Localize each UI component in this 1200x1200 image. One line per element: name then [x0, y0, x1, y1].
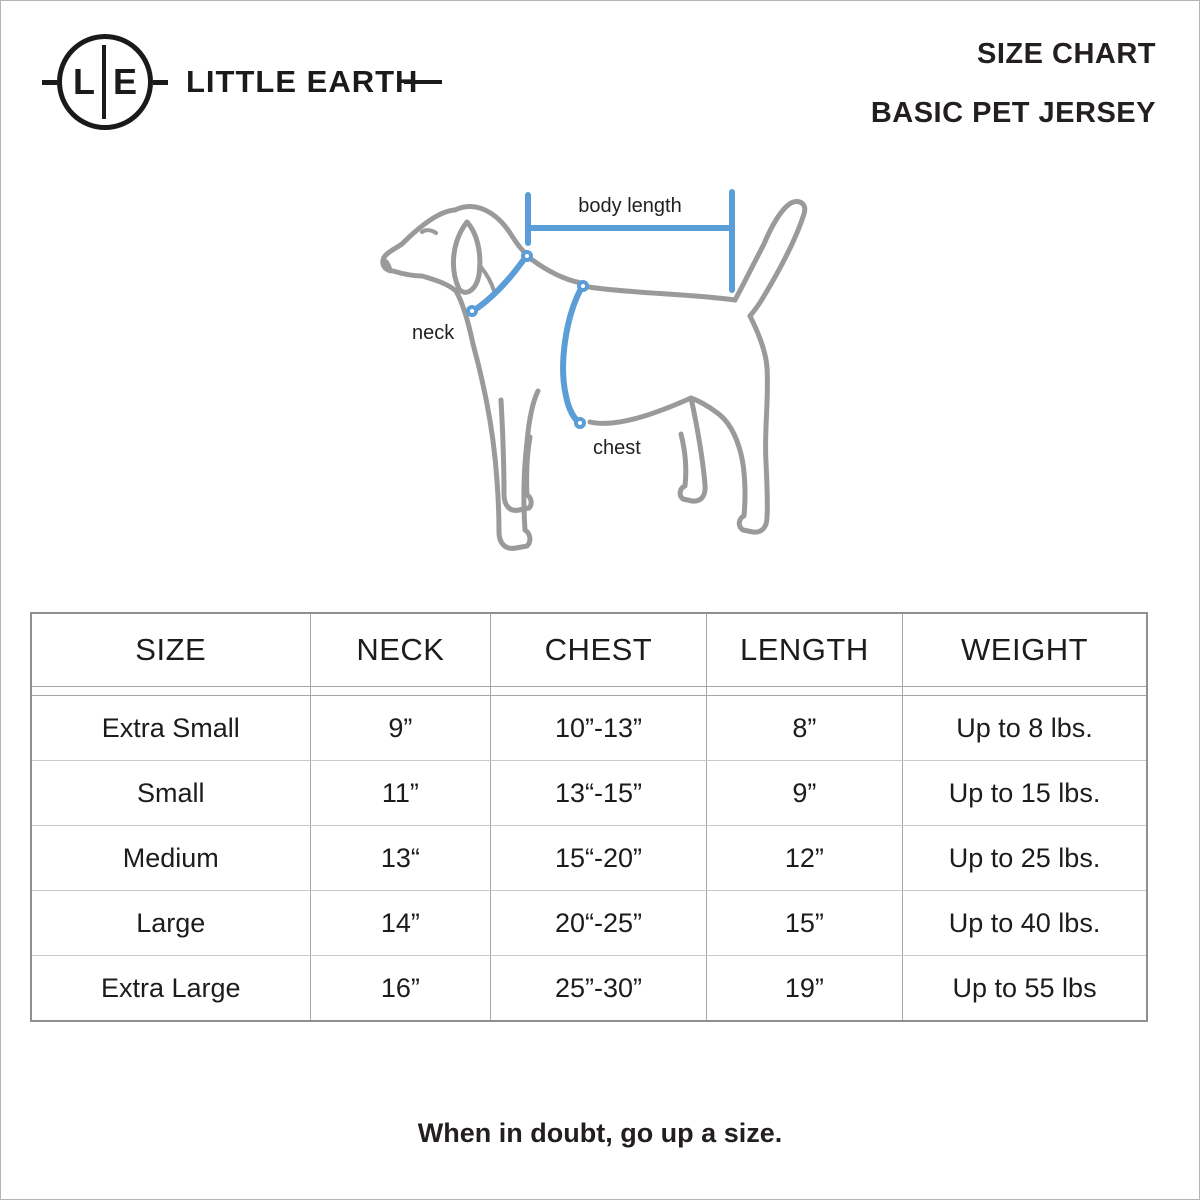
- page-title-line1: SIZE CHART: [977, 38, 1156, 70]
- chest-measure-band: [560, 282, 586, 427]
- table-row-medium: Medium 13“ 15“-20” 12” Up to 25 lbs.: [31, 825, 1147, 891]
- size-cell: Medium: [31, 825, 310, 891]
- size-cell: Extra Large: [100, 972, 241, 1003]
- dog-illustration: [380, 189, 808, 551]
- logo-left-tick: [42, 79, 57, 85]
- size-cell: Large: [31, 890, 310, 956]
- logo-right-tick: [153, 79, 168, 85]
- size-table-wrap: SIZE NECK CHEST LENGTH WEIGHT Extra Smal…: [30, 612, 1148, 1022]
- table-row-small: Small 11” 13“-15” 9” Up to 15 lbs.: [31, 760, 1147, 826]
- chest-cell: 13“-15”: [490, 760, 707, 826]
- page-title-line2: BASIC PET JERSEY: [870, 97, 1156, 129]
- length-cell: 9”: [705, 760, 903, 826]
- chest-label: chest: [593, 437, 641, 459]
- footer-note: When in doubt, go up a size.: [417, 1118, 783, 1148]
- neck-cell: 13“: [309, 825, 491, 891]
- col-header-chest: CHEST: [490, 613, 707, 687]
- table-row-large: Large 14” 20“-25” 15” Up to 40 lbs.: [31, 890, 1147, 956]
- weight-cell: Up to 55 lbs: [902, 955, 1147, 1021]
- size-table: SIZE NECK CHEST LENGTH WEIGHT Extra Smal…: [30, 612, 1148, 1022]
- logo-circle: L E: [57, 34, 153, 130]
- brand-logo: L E LITTLE EARTH: [42, 34, 443, 130]
- neck-label: neck: [412, 322, 455, 344]
- size-cell: Extra Small: [31, 695, 310, 761]
- neck-cell: 9”: [309, 695, 491, 761]
- table-header-row: SIZE NECK CHEST LENGTH WEIGHT: [31, 613, 1147, 687]
- length-cell: 12”: [705, 825, 903, 891]
- page-title: SIZE CHART BASIC PET JERSEY: [871, 38, 1156, 130]
- col-header-weight: WEIGHT: [902, 613, 1147, 687]
- length-cell: 15”: [705, 890, 903, 956]
- chest-cell: 10”-13”: [490, 695, 707, 761]
- col-header-size: SIZE: [31, 613, 310, 687]
- logo-divider-bar: [101, 45, 106, 119]
- table-row-extra-small: Extra Small 9” 10”-13” 8” Up to 8 lbs.: [31, 695, 1147, 761]
- table-row-extra-large: Extra Large 16” 25”-30” 19” Up to 55 lbs: [31, 955, 1147, 1021]
- weight-cell: Up to 40 lbs.: [902, 890, 1147, 956]
- neck-cell: 16”: [309, 955, 491, 1021]
- neck-measure-band: [470, 252, 530, 314]
- logo-monogram-l: L: [72, 61, 95, 102]
- col-header-neck: NECK: [309, 613, 491, 687]
- chest-cell: 15“-20”: [490, 825, 707, 891]
- logo-monogram-e: E: [112, 61, 137, 102]
- length-cell: 8”: [705, 695, 903, 761]
- col-header-length: LENGTH: [705, 613, 903, 687]
- header-double-rule-spacer: [31, 686, 1147, 696]
- body-length-label: body length: [578, 195, 682, 217]
- size-cell: Small: [31, 760, 310, 826]
- weight-cell: Up to 15 lbs.: [902, 760, 1147, 826]
- chest-cell: 25”-30”: [490, 955, 707, 1021]
- weight-cell: Up to 25 lbs.: [902, 825, 1147, 891]
- neck-cell: 11”: [309, 760, 491, 826]
- brand-wordmark: LITTLE EARTH: [186, 64, 443, 100]
- wordmark-strike-line: [404, 80, 443, 84]
- length-cell: 19”: [705, 955, 903, 1021]
- weight-cell: Up to 8 lbs.: [902, 695, 1147, 761]
- brand-name: LITTLE EARTH: [186, 64, 419, 99]
- neck-cell: 14”: [309, 890, 491, 956]
- chest-cell: 20“-25”: [490, 890, 707, 956]
